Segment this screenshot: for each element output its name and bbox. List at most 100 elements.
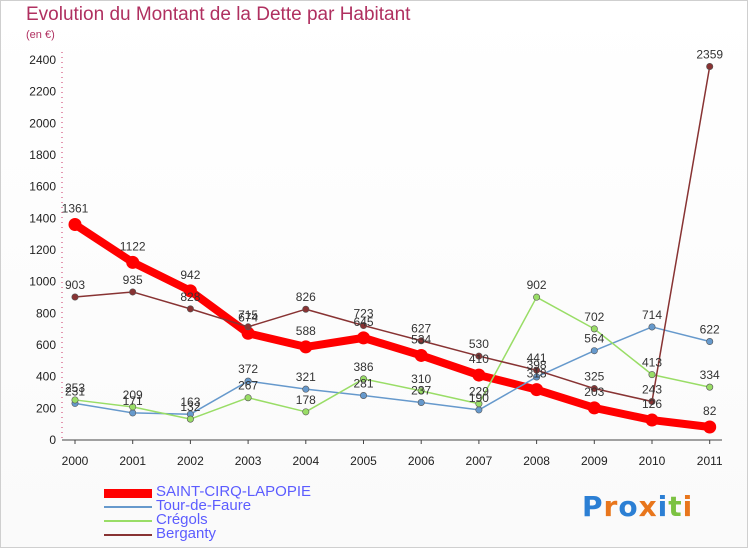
data-point — [357, 331, 370, 345]
data-label: 702 — [584, 310, 604, 324]
data-label: 190 — [469, 391, 489, 405]
y-tick-label: 0 — [49, 433, 56, 447]
data-label: 163 — [180, 395, 200, 409]
data-label: 935 — [123, 273, 143, 287]
x-tick-label: 2004 — [292, 454, 319, 468]
series-line — [74, 65, 711, 403]
data-point — [706, 62, 714, 70]
data-point — [244, 323, 252, 331]
data-label: 243 — [642, 383, 662, 397]
data-label: 714 — [642, 308, 662, 322]
data-label: 534 — [411, 332, 431, 346]
data-point — [186, 415, 194, 423]
legend-swatch — [104, 534, 152, 536]
data-point — [129, 403, 137, 411]
y-tick-label: 400 — [36, 370, 56, 384]
x-tick-label: 2011 — [697, 454, 723, 468]
data-point — [186, 305, 194, 313]
data-point — [648, 323, 656, 331]
data-label: 530 — [469, 337, 489, 351]
data-point — [244, 394, 252, 402]
data-label: 321 — [296, 370, 316, 384]
legend-label: Tour-de-Faure — [156, 497, 252, 514]
series-line — [71, 220, 714, 432]
data-label: 203 — [584, 385, 604, 399]
data-label: 622 — [700, 323, 720, 337]
data-label: 674 — [238, 310, 258, 324]
data-label: 903 — [65, 278, 85, 292]
logo-letter: x — [638, 490, 658, 523]
data-label: 410 — [469, 352, 489, 366]
data-point — [71, 293, 79, 301]
legend-label: Berganty — [156, 525, 217, 542]
logo-letter: i — [657, 490, 669, 523]
data-point — [417, 387, 425, 395]
data-label: 2359 — [696, 47, 723, 61]
x-tick-label: 2010 — [639, 454, 666, 468]
data-point — [590, 347, 598, 355]
series-line — [74, 326, 711, 415]
x-tick-label: 2008 — [523, 454, 550, 468]
logo-letter: P — [582, 490, 604, 523]
data-label: 237 — [411, 383, 431, 397]
legend-label: SAINT-CIRQ-LAPOPIE — [156, 483, 312, 500]
logo-letter: i — [682, 490, 694, 523]
legend-swatch — [104, 506, 152, 508]
data-label: 645 — [353, 315, 373, 329]
legend-swatch — [104, 488, 152, 498]
data-point — [648, 398, 656, 406]
data-label: 564 — [584, 332, 604, 346]
logo-letter: t — [668, 490, 683, 523]
x-tick-label: 2000 — [62, 454, 89, 468]
y-tick-label: 200 — [36, 401, 56, 415]
data-point — [590, 385, 598, 393]
y-tick-label: 1800 — [29, 148, 56, 162]
data-point — [417, 337, 425, 345]
data-point — [530, 383, 544, 397]
x-tick-label: 2006 — [408, 454, 435, 468]
data-point — [68, 218, 82, 232]
data-point — [129, 288, 137, 296]
data-label: 267 — [238, 379, 258, 393]
data-point — [302, 408, 310, 416]
data-label: 441 — [527, 351, 547, 365]
data-label: 126 — [642, 397, 662, 411]
chart-subtitle: (en €) — [26, 29, 55, 41]
data-point — [590, 325, 598, 333]
data-point — [302, 305, 310, 313]
data-label: 902 — [527, 278, 547, 292]
data-label: 398 — [527, 358, 547, 372]
data-label: 723 — [353, 307, 373, 321]
chart-title: Evolution du Montant de la Dette par Hab… — [26, 4, 411, 25]
data-point — [475, 406, 483, 414]
data-label: 281 — [353, 377, 373, 391]
y-tick-label: 2000 — [29, 116, 56, 130]
y-tick-label: 600 — [36, 338, 56, 352]
data-point — [183, 284, 197, 298]
data-point — [126, 255, 140, 269]
data-label: 229 — [469, 385, 489, 399]
data-point — [299, 340, 313, 354]
data-label: 386 — [353, 360, 373, 374]
data-label: 828 — [180, 290, 200, 304]
data-point — [241, 326, 255, 340]
data-point — [706, 383, 714, 391]
data-point — [533, 373, 541, 381]
data-point — [414, 348, 428, 362]
logo-letter: r — [603, 490, 619, 523]
data-point — [703, 420, 717, 434]
data-label: 318 — [527, 367, 547, 381]
data-point — [533, 293, 541, 301]
data-label: 325 — [584, 370, 604, 384]
logo-letter: o — [618, 490, 639, 523]
y-tick-label: 1600 — [29, 180, 56, 194]
data-label: 334 — [700, 368, 720, 382]
data-label: 82 — [703, 404, 717, 418]
x-tick-label: 2009 — [581, 454, 608, 468]
data-point — [417, 398, 425, 406]
x-tick-label: 2007 — [466, 454, 493, 468]
data-label: 413 — [642, 356, 662, 370]
data-point — [359, 375, 367, 383]
